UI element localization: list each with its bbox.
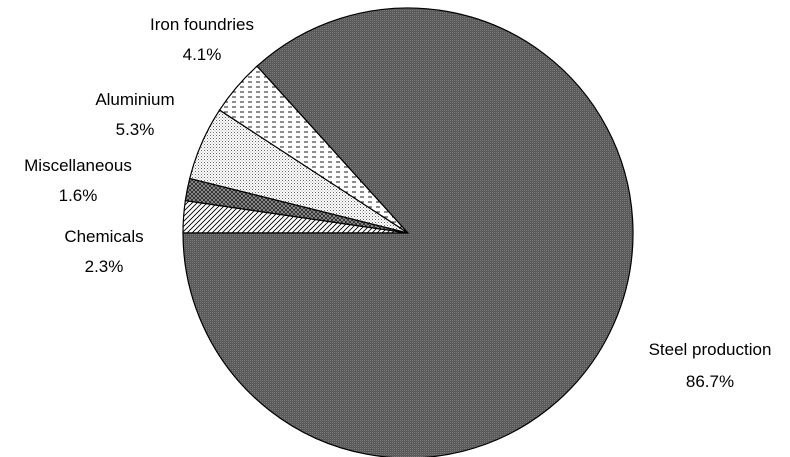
pie-slices <box>182 7 634 457</box>
slice-percent-steel-production: 86.7% <box>686 372 734 391</box>
slice-percent-aluminium: 5.3% <box>116 120 155 139</box>
slice-label-chemicals: Chemicals <box>64 227 143 246</box>
slice-label-miscellaneous: Miscellaneous <box>24 156 132 175</box>
pie-slice-steel-production <box>182 7 634 457</box>
slice-percent-chemicals: 2.3% <box>85 257 124 276</box>
slice-percent-miscellaneous: 1.6% <box>59 186 98 205</box>
slice-label-aluminium: Aluminium <box>95 90 174 109</box>
slice-label-steel-production: Steel production <box>649 340 772 359</box>
pie-labels: Chemicals 2.3% Miscellaneous 1.6% Alumin… <box>24 15 771 391</box>
slice-label-iron-foundries: Iron foundries <box>150 15 254 34</box>
slice-percent-iron-foundries: 4.1% <box>183 45 222 64</box>
